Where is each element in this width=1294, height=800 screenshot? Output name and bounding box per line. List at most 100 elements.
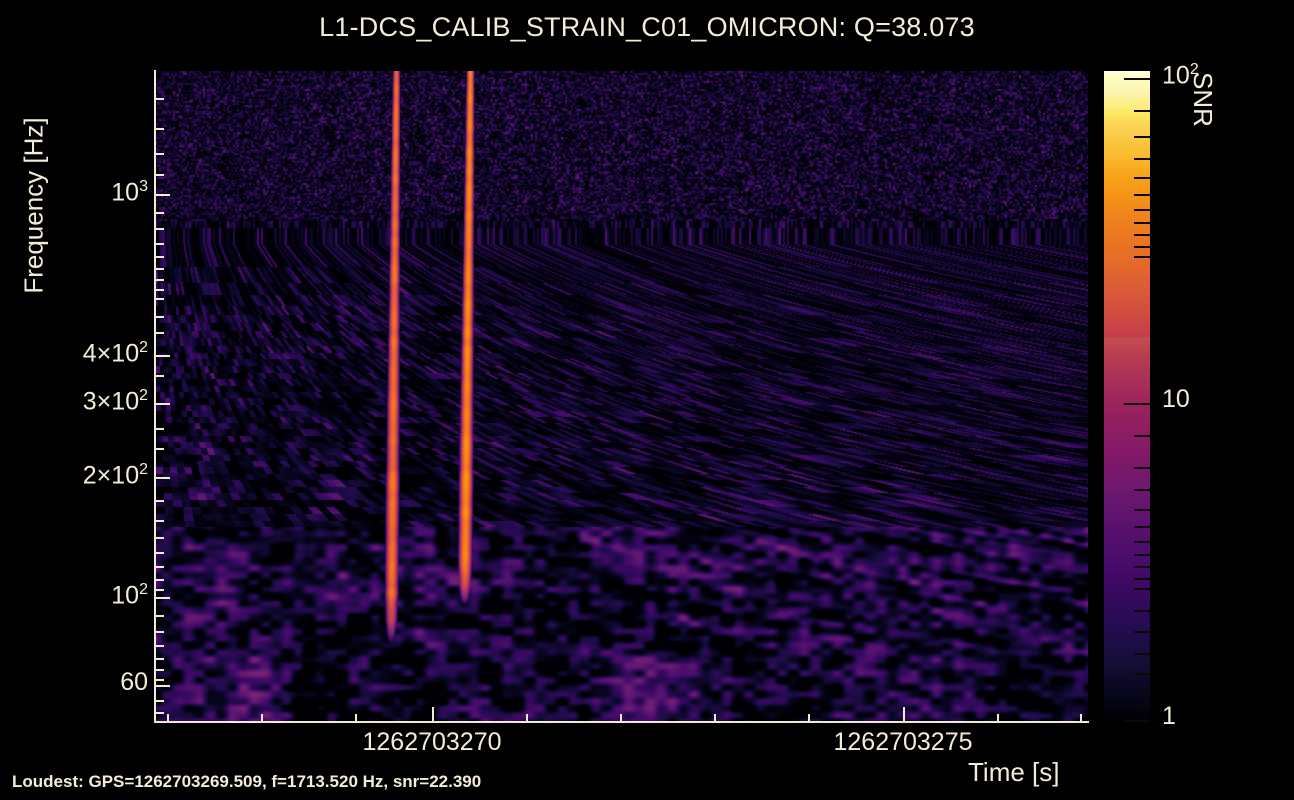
colorbar-tick-minor bbox=[1134, 209, 1150, 211]
y-tick-minor bbox=[156, 448, 164, 450]
y-tick-minor bbox=[156, 669, 164, 671]
spectrogram-heatmap[interactable] bbox=[155, 71, 1088, 721]
x-tick-major bbox=[903, 707, 905, 723]
y-tick-minor bbox=[156, 316, 164, 318]
y-tick-minor bbox=[156, 212, 164, 214]
y-tick-minor bbox=[156, 645, 164, 647]
colorbar-tick-minor bbox=[1134, 509, 1150, 511]
y-tick-minor bbox=[156, 428, 164, 430]
colorbar-tick-minor bbox=[1134, 541, 1150, 543]
colorbar-tick-minor bbox=[1134, 705, 1150, 707]
y-tick-minor bbox=[156, 712, 164, 714]
y-tick-major bbox=[156, 597, 170, 599]
colorbar-title: SNR bbox=[1188, 72, 1218, 127]
colorbar-tick-minor bbox=[1134, 631, 1150, 633]
y-tick-label: 60 bbox=[120, 668, 148, 696]
y-tick-minor bbox=[156, 658, 164, 660]
colorbar-tick-minor bbox=[1134, 177, 1150, 179]
colorbar-tick-minor bbox=[1134, 673, 1150, 675]
colorbar-gradient bbox=[1104, 71, 1150, 721]
y-tick-minor bbox=[156, 128, 164, 130]
y-tick-minor bbox=[156, 298, 164, 300]
y-tick-minor bbox=[156, 700, 164, 702]
colorbar-tick-minor bbox=[1134, 578, 1150, 580]
colorbar-tick-major bbox=[1124, 720, 1150, 722]
y-tick-major bbox=[156, 477, 170, 479]
x-tick-minor bbox=[1080, 714, 1082, 723]
colorbar-tick-minor bbox=[1134, 653, 1150, 655]
y-tick-minor bbox=[156, 268, 164, 270]
colorbar-tick-minor bbox=[1134, 526, 1150, 528]
x-tick-minor bbox=[620, 714, 622, 723]
colorbar-tick-minor bbox=[1134, 554, 1150, 556]
y-tick-label: 4×102 bbox=[82, 339, 148, 368]
x-tick-minor bbox=[808, 714, 810, 723]
y-tick-minor bbox=[156, 153, 164, 155]
y-tick-minor bbox=[156, 375, 164, 377]
colorbar-tick-minor bbox=[1134, 566, 1150, 568]
x-tick-major bbox=[432, 707, 434, 723]
y-tick-label: 3×102 bbox=[82, 387, 148, 416]
y-tick-minor bbox=[156, 289, 164, 291]
y-axis-line bbox=[154, 70, 156, 723]
y-tick-minor bbox=[156, 679, 164, 681]
x-tick-label: 1262703270 bbox=[362, 728, 502, 756]
y-tick-minor bbox=[156, 174, 164, 176]
colorbar-tick-minor bbox=[1134, 467, 1150, 469]
colorbar-tick-major bbox=[1124, 403, 1150, 405]
colorbar-tick-minor bbox=[1134, 194, 1150, 196]
x-tick-minor bbox=[997, 714, 999, 723]
colorbar-tick-minor bbox=[1134, 489, 1150, 491]
colorbar-tick-minor bbox=[1134, 234, 1150, 236]
y-tick-minor bbox=[156, 256, 164, 258]
y-tick-minor bbox=[156, 537, 164, 539]
y-tick-label: 102 bbox=[111, 581, 148, 610]
colorbar-tick-label: 1 bbox=[1162, 702, 1176, 730]
x-tick-minor bbox=[526, 714, 528, 723]
colorbar[interactable] bbox=[1104, 71, 1150, 722]
y-tick-major bbox=[156, 685, 170, 687]
y-tick-minor bbox=[156, 279, 164, 281]
y-tick-minor bbox=[156, 228, 164, 230]
colorbar-tick-minor bbox=[1134, 690, 1150, 692]
y-tick-minor bbox=[156, 98, 164, 100]
colorbar-tick-minor bbox=[1134, 222, 1150, 224]
x-tick-minor bbox=[355, 714, 357, 723]
y-tick-major bbox=[156, 355, 170, 357]
y-tick-minor bbox=[156, 631, 164, 633]
y-tick-minor bbox=[156, 566, 164, 568]
x-tick-minor bbox=[167, 714, 169, 723]
y-axis-title: Frequency [Hz] bbox=[18, 117, 49, 294]
page-title: L1-DCS_CALIB_STRAIN_C01_OMICRON: Q=38.07… bbox=[319, 12, 975, 42]
y-tick-major bbox=[156, 194, 170, 196]
colorbar-tick-label: 102 bbox=[1162, 61, 1199, 90]
x-tick-minor bbox=[261, 714, 263, 723]
colorbar-tick-minor bbox=[1134, 110, 1150, 112]
y-tick-minor bbox=[156, 243, 164, 245]
colorbar-tick-minor bbox=[1134, 588, 1150, 590]
y-tick-minor bbox=[156, 615, 164, 617]
x-tick-label: 1262703275 bbox=[833, 728, 973, 756]
y-tick-minor bbox=[156, 520, 164, 522]
colorbar-tick-minor bbox=[1134, 610, 1150, 612]
x-axis-title: Time [s] bbox=[968, 757, 1060, 787]
spectrogram-plot-area[interactable] bbox=[155, 71, 1088, 721]
y-tick-minor bbox=[156, 552, 164, 554]
y-tick-label: 2×102 bbox=[82, 461, 148, 490]
y-tick-minor bbox=[156, 332, 164, 334]
colorbar-tick-minor bbox=[1134, 158, 1150, 160]
y-tick-minor bbox=[156, 500, 164, 502]
x-tick-minor bbox=[714, 714, 716, 723]
colorbar-tick-minor bbox=[1134, 256, 1150, 258]
y-tick-minor bbox=[156, 589, 164, 591]
y-tick-minor bbox=[156, 579, 164, 581]
colorbar-tick-minor bbox=[1134, 136, 1150, 138]
colorbar-tick-minor bbox=[1134, 246, 1150, 248]
colorbar-tick-label: 10 bbox=[1162, 385, 1190, 413]
y-tick-label: 103 bbox=[111, 178, 148, 207]
colorbar-tick-major bbox=[1124, 78, 1150, 80]
colorbar-tick-minor bbox=[1134, 435, 1150, 437]
y-tick-major bbox=[156, 403, 170, 405]
loudest-event-note: Loudest: GPS=1262703269.509, f=1713.520 … bbox=[12, 772, 482, 791]
